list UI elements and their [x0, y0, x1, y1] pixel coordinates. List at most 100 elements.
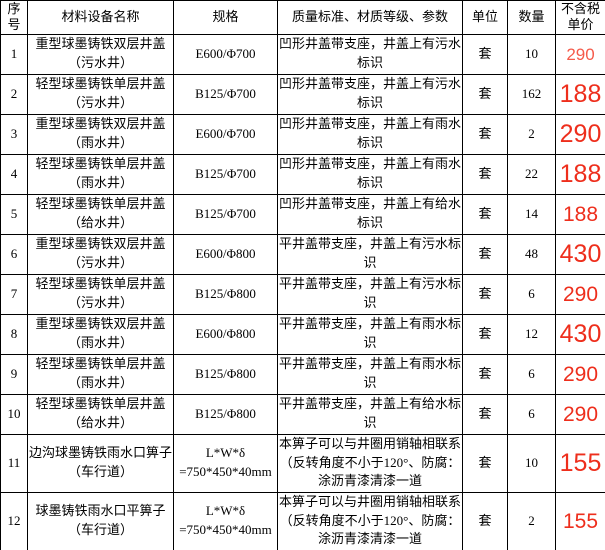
- cell-price: 290: [555, 273, 605, 315]
- table-row: 5 轻型球墨铸铁单层井盖（给水井） B125/Φ700 凹形井盖带支座，井盖上有…: [0, 193, 605, 235]
- table-row: 7 轻型球墨铸铁单层井盖（污水井） B125/Φ800 平井盖带支座，井盖上有污…: [0, 273, 605, 315]
- cell-spec: L*W*δ =750*450*40mm: [173, 433, 278, 493]
- table-row: 6 重型球墨铸铁双层井盖（污水井） E600/Φ800 平井盖带支座，井盖上有污…: [0, 233, 605, 275]
- cell-unit: 套: [462, 433, 508, 493]
- table-row: 8 重型球墨铸铁双层井盖（雨水井） E600/Φ800 平井盖带支座，井盖上有雨…: [0, 313, 605, 355]
- cell-price: 430: [555, 233, 605, 275]
- cell-spec: B125/Φ700: [173, 193, 278, 235]
- cell-index: 5: [0, 193, 28, 235]
- table-row: 11 边沟球墨铸铁雨水口箅子（车行道） L*W*δ =750*450*40mm …: [0, 433, 605, 493]
- cell-index: 8: [0, 313, 28, 355]
- cell-name: 轻型球墨铸铁单层井盖（给水井）: [27, 193, 174, 235]
- cell-standard: 平井盖带支座，井盖上有给水标识: [277, 393, 463, 435]
- table-row: 9 轻型球墨铸铁单层井盖（雨水井） B125/Φ800 平井盖带支座，井盖上有雨…: [0, 353, 605, 395]
- table-row: 10 轻型球墨铸铁单层井盖（给水井） B125/Φ800 平井盖带支座，井盖上有…: [0, 393, 605, 435]
- cell-index: 7: [0, 273, 28, 315]
- cell-qty: 2: [507, 491, 556, 550]
- cell-standard: 平井盖带支座，井盖上有雨水标识: [277, 353, 463, 395]
- cell-unit: 套: [462, 33, 508, 75]
- cell-name: 轻型球墨铸铁单层井盖（给水井）: [27, 393, 174, 435]
- cell-standard: 本箅子可以与井圈用销轴相联系（反转角度不小于120°、防腐：涂沥青漆清漆一道: [277, 433, 463, 493]
- cell-standard: 平井盖带支座，井盖上有污水标识: [277, 233, 463, 275]
- cell-name: 球墨铸铁雨水口平箅子（车行道）: [27, 491, 174, 550]
- cell-price: 290: [555, 353, 605, 395]
- cell-name: 边沟球墨铸铁雨水口箅子（车行道）: [27, 433, 174, 493]
- cell-index: 3: [0, 113, 28, 155]
- cell-name: 轻型球墨铸铁单层井盖（雨水井）: [27, 353, 174, 395]
- col-header-name: 材料设备名称: [27, 0, 174, 35]
- cell-price: 290: [555, 33, 605, 75]
- cell-unit: 套: [462, 313, 508, 355]
- cell-index: 1: [0, 33, 28, 75]
- col-header-price: 不含税单价: [555, 0, 605, 35]
- cell-price: 188: [555, 153, 605, 195]
- cell-spec: E600/Φ700: [173, 33, 278, 75]
- header-row: 序号 材料设备名称 规格 质量标准、材质等级、参数 单位 数量 不含税单价: [0, 0, 605, 35]
- cell-standard: 凹形井盖带支座，井盖上有雨水标识: [277, 113, 463, 155]
- cell-spec: E600/Φ800: [173, 233, 278, 275]
- cell-qty: 12: [507, 313, 556, 355]
- col-header-standard: 质量标准、材质等级、参数: [277, 0, 463, 35]
- cell-price: 290: [555, 393, 605, 435]
- cell-qty: 162: [507, 73, 556, 115]
- cell-name: 重型球墨铸铁双层井盖（污水井）: [27, 233, 174, 275]
- cell-spec: E600/Φ800: [173, 313, 278, 355]
- table-row: 12 球墨铸铁雨水口平箅子（车行道） L*W*δ =750*450*40mm 本…: [0, 491, 605, 550]
- cell-name: 轻型球墨铸铁单层井盖（雨水井）: [27, 153, 174, 195]
- cell-name: 重型球墨铸铁双层井盖（雨水井）: [27, 313, 174, 355]
- cell-standard: 平井盖带支座，井盖上有雨水标识: [277, 313, 463, 355]
- cell-unit: 套: [462, 193, 508, 235]
- col-header-unit: 单位: [462, 0, 508, 35]
- table-row: 2 轻型球墨铸铁单层井盖（污水井） B125/Φ700 凹形井盖带支座，井盖上有…: [0, 73, 605, 115]
- cell-qty: 6: [507, 273, 556, 315]
- cell-unit: 套: [462, 153, 508, 195]
- cell-price: 155: [555, 433, 605, 493]
- cell-qty: 48: [507, 233, 556, 275]
- cell-qty: 10: [507, 33, 556, 75]
- cell-standard: 凹形井盖带支座，井盖上有污水标识: [277, 73, 463, 115]
- cell-unit: 套: [462, 233, 508, 275]
- cell-qty: 6: [507, 353, 556, 395]
- col-header-index: 序号: [0, 0, 28, 35]
- cell-index: 2: [0, 73, 28, 115]
- col-header-qty: 数量: [507, 0, 556, 35]
- cell-price: 188: [555, 193, 605, 235]
- cell-name: 重型球墨铸铁双层井盖（雨水井）: [27, 113, 174, 155]
- cell-qty: 2: [507, 113, 556, 155]
- cell-standard: 凹形井盖带支座，井盖上有雨水标识: [277, 153, 463, 195]
- cell-standard: 本箅子可以与井圈用销轴相联系（反转角度不小于120°、防腐：涂沥青漆清漆一道: [277, 491, 463, 550]
- cell-price: 188: [555, 73, 605, 115]
- cell-spec: B125/Φ800: [173, 353, 278, 395]
- cell-price: 290: [555, 113, 605, 155]
- cell-index: 11: [0, 433, 28, 493]
- cell-spec: B125/Φ800: [173, 393, 278, 435]
- cell-unit: 套: [462, 273, 508, 315]
- table-row: 4 轻型球墨铸铁单层井盖（雨水井） B125/Φ700 凹形井盖带支座，井盖上有…: [0, 153, 605, 195]
- cell-spec: L*W*δ =750*450*40mm: [173, 491, 278, 550]
- cell-spec: B125/Φ700: [173, 73, 278, 115]
- cell-qty: 14: [507, 193, 556, 235]
- cell-index: 9: [0, 353, 28, 395]
- cell-standard: 凹形井盖带支座，井盖上有污水标识: [277, 33, 463, 75]
- cell-name: 轻型球墨铸铁单层井盖（污水井）: [27, 273, 174, 315]
- cell-unit: 套: [462, 491, 508, 550]
- cell-unit: 套: [462, 113, 508, 155]
- table-row: 3 重型球墨铸铁双层井盖（雨水井） E600/Φ700 凹形井盖带支座，井盖上有…: [0, 113, 605, 155]
- cell-qty: 6: [507, 393, 556, 435]
- cell-price: 430: [555, 313, 605, 355]
- table-row: 1 重型球墨铸铁双层井盖（污水井） E600/Φ700 凹形井盖带支座，井盖上有…: [0, 33, 605, 75]
- cell-index: 10: [0, 393, 28, 435]
- cell-index: 4: [0, 153, 28, 195]
- cell-name: 轻型球墨铸铁单层井盖（污水井）: [27, 73, 174, 115]
- cell-standard: 凹形井盖带支座，井盖上有给水标识: [277, 193, 463, 235]
- cell-standard: 平井盖带支座，井盖上有污水标识: [277, 273, 463, 315]
- cell-unit: 套: [462, 73, 508, 115]
- cell-price: 155: [555, 491, 605, 550]
- cell-qty: 22: [507, 153, 556, 195]
- cell-spec: B125/Φ800: [173, 273, 278, 315]
- cell-unit: 套: [462, 353, 508, 395]
- cell-qty: 10: [507, 433, 556, 493]
- cell-spec: E600/Φ700: [173, 113, 278, 155]
